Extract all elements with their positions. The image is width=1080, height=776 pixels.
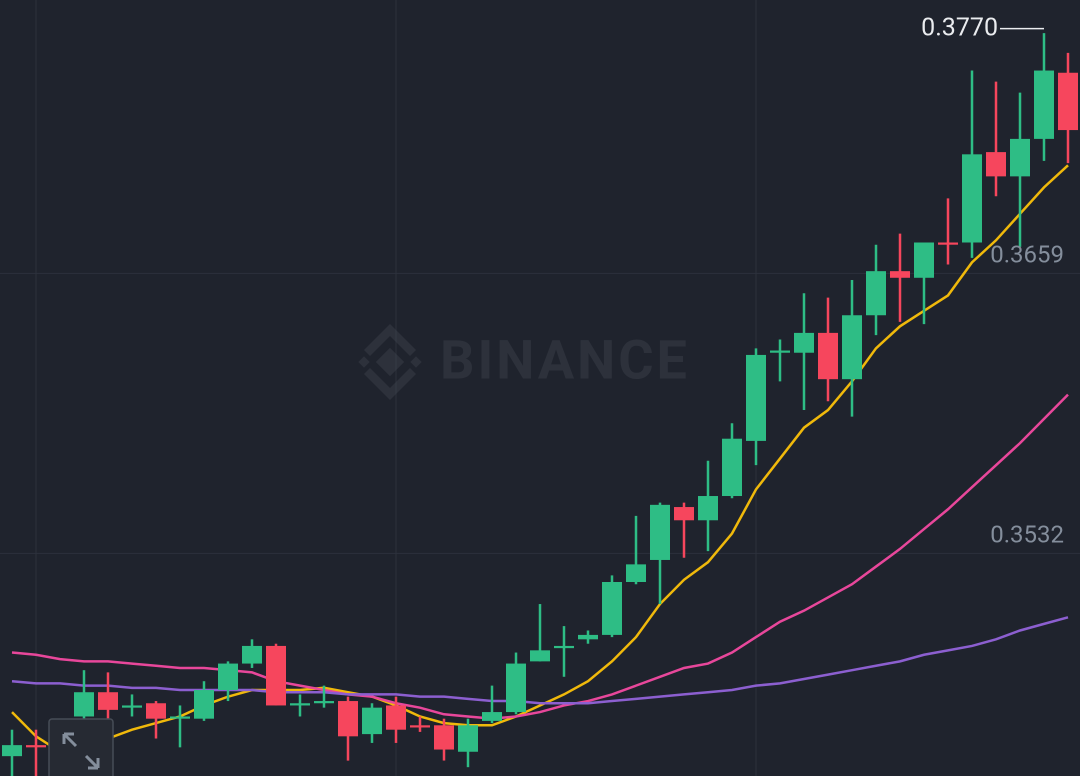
candle-body — [1010, 138, 1030, 177]
candle-body — [1034, 70, 1054, 139]
candle-body — [914, 242, 934, 278]
candle-body — [146, 703, 166, 719]
candle-body — [98, 692, 118, 710]
candle-body — [794, 332, 814, 353]
candle-body — [290, 703, 310, 706]
candle-body — [410, 725, 430, 728]
ma-line — [11, 393, 1069, 720]
ma-line — [11, 164, 1069, 754]
candle-body — [218, 663, 238, 691]
candle-body — [554, 645, 574, 649]
price-label: 0.3770 — [921, 13, 998, 42]
candle-body — [266, 645, 286, 706]
candle-body — [746, 354, 766, 441]
candle-body — [722, 438, 742, 497]
candle-body — [938, 242, 958, 245]
candle-body — [434, 725, 454, 750]
expand-button[interactable] — [48, 718, 114, 776]
candle-body — [2, 745, 22, 757]
candle-body — [890, 271, 910, 278]
candle-body — [338, 701, 358, 737]
candle-body — [74, 692, 94, 717]
candle-body — [866, 271, 886, 316]
candle-body — [842, 315, 862, 380]
button-frame[interactable] — [48, 718, 114, 776]
plot: 0.3659 0.3532 0.3770 — [0, 13, 1080, 776]
watermark: BINANCE — [358, 324, 690, 400]
candle-body — [818, 332, 838, 380]
candle-body — [962, 154, 982, 243]
candle-body — [602, 582, 622, 635]
candle-body — [26, 745, 46, 748]
candle-body — [1058, 72, 1078, 131]
candle-body — [626, 564, 646, 582]
candle-body — [194, 690, 214, 719]
candle-body — [362, 707, 382, 735]
candle-body — [770, 350, 790, 353]
candle-body — [530, 650, 550, 662]
candle-body — [482, 712, 502, 721]
candle-body — [458, 725, 478, 752]
candle-body — [506, 663, 526, 713]
candle-body — [314, 701, 334, 704]
expand-icon — [62, 732, 100, 770]
candle-body — [578, 634, 598, 640]
candle-body — [698, 496, 718, 521]
y-tick-label: 0.3532 — [990, 521, 1064, 549]
candle-body — [122, 705, 142, 708]
candle-body — [242, 645, 262, 664]
candle-body — [674, 507, 694, 521]
candle-body — [170, 716, 190, 719]
candle-body — [986, 152, 1006, 177]
ma-line — [11, 616, 1069, 705]
candle-body — [386, 705, 406, 730]
watermark-text: BINANCE — [440, 329, 690, 392]
y-tick-label: 0.3659 — [990, 241, 1064, 269]
candle-body — [650, 504, 670, 560]
